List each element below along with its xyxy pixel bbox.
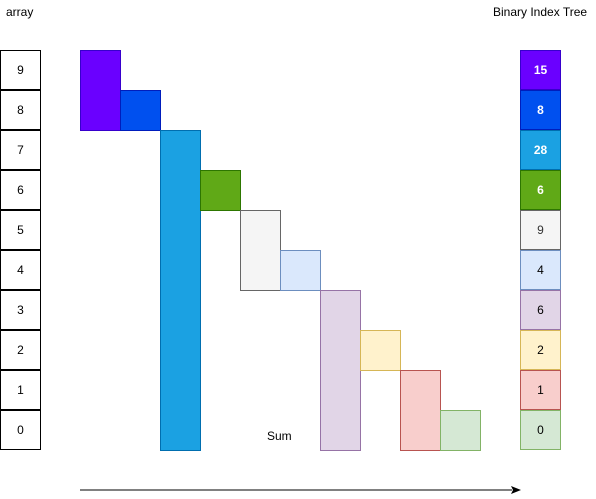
- tree-cell-7: 28: [520, 130, 561, 170]
- tree-cell-9: 15: [520, 50, 561, 90]
- array-cell-2: 2: [0, 330, 41, 370]
- block-index-7: [160, 130, 201, 451]
- array-title: array: [6, 5, 34, 19]
- array-cell-5: 5: [0, 210, 41, 250]
- array-cell-3: 3: [0, 290, 41, 330]
- array-cell-0: 0: [0, 410, 41, 450]
- array-cell-9: 9: [0, 50, 41, 90]
- arrow-head-icon: [511, 486, 521, 494]
- block-index-0: [440, 410, 481, 451]
- array-cell-6: 6: [0, 170, 41, 210]
- block-index-2: [360, 330, 401, 371]
- tree-title: Binary Index Tree: [493, 5, 588, 19]
- tree-cell-5: 9: [520, 210, 561, 250]
- tree-cell-6: 6: [520, 170, 561, 210]
- sum-label: Sum: [267, 429, 292, 443]
- block-index-4: [280, 250, 321, 291]
- tree-cell-3: 6: [520, 290, 561, 330]
- tree-cell-4: 4: [520, 250, 561, 290]
- tree-cell-1: 1: [520, 370, 561, 410]
- block-index-6: [200, 170, 241, 211]
- array-cell-7: 7: [0, 130, 41, 170]
- block-index-5: [240, 210, 281, 291]
- tree-cell-8: 8: [520, 90, 561, 130]
- tree-cell-2: 2: [520, 330, 561, 370]
- array-cell-8: 8: [0, 90, 41, 130]
- tree-cell-0: 0: [520, 410, 561, 450]
- array-cell-4: 4: [0, 250, 41, 290]
- block-index-3: [320, 290, 361, 451]
- block-index-8: [120, 90, 161, 131]
- array-cell-1: 1: [0, 370, 41, 410]
